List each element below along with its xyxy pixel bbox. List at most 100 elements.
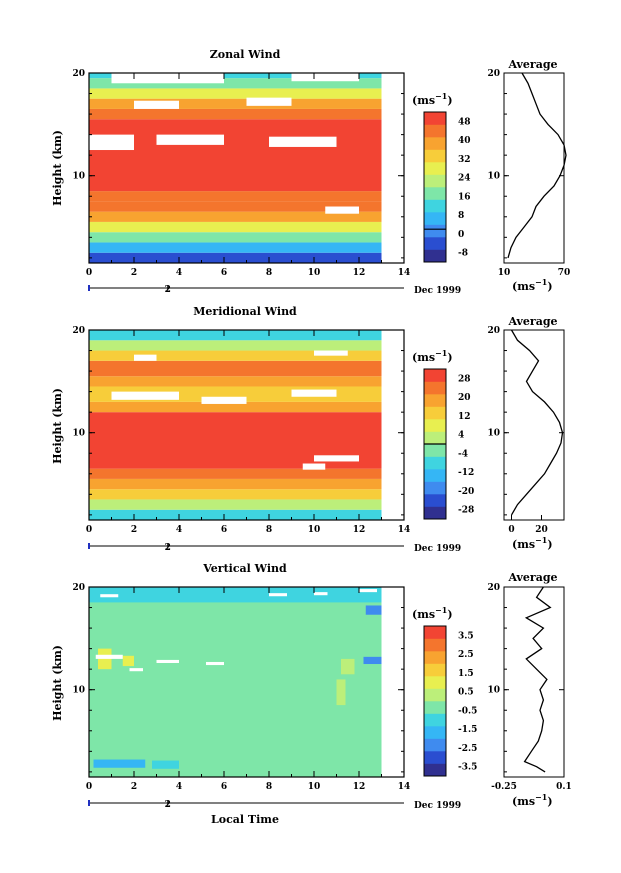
meridional-wind-missing-data	[302, 463, 326, 470]
zonal-wind-colorbar-tick-label: 48	[458, 117, 471, 127]
zonal-wind-missing-data	[89, 134, 134, 151]
vertical-wind-title: Vertical Wind	[202, 562, 287, 575]
zonal-wind-profile: 10 70 10 20	[487, 69, 570, 278]
zonal-wind-x-tick-label: 8	[266, 268, 272, 278]
meridional-wind-profile-x-tick-label: 0	[508, 525, 514, 535]
vertical-wind-missing-data	[100, 594, 119, 598]
zonal-wind-colorbar-segment	[424, 174, 446, 188]
vertical-wind-layer	[89, 587, 382, 777]
meridional-wind-missing-data	[111, 391, 179, 400]
vertical-wind-colorbar-tick-label: -2.5	[458, 744, 477, 754]
meridional-wind-colorbar-segment	[424, 456, 446, 470]
meridional-wind-colorbar-segment	[424, 419, 446, 432]
vertical-wind-patch	[365, 605, 382, 615]
vertical-wind-patch	[363, 656, 382, 665]
vertical-wind-colorbar: 3.5 2.5 1.5 0.5 -0.5 -1.5 -2.5 -3.5	[423, 625, 477, 777]
meridional-wind-colorbar-segment	[424, 469, 446, 482]
zonal-wind-layer	[89, 211, 382, 222]
vertical-wind-profile: -0.25 0.1 10 20	[487, 583, 571, 792]
meridional-wind-x-tick-label: 14	[398, 525, 411, 535]
zonal-wind-x-tick-label: 14	[398, 268, 411, 278]
meridional-wind-colorbar-tick-label: 28	[458, 374, 471, 384]
vertical-wind-profile-line	[523, 586, 552, 773]
vertical-wind-heatmap	[89, 587, 382, 777]
zonal-wind-title: Zonal Wind	[210, 48, 281, 61]
zonal-wind-colorbar: 48 40 32 24 16 8 0 -8	[423, 111, 471, 263]
zonal-wind-colorbar-segment	[424, 237, 446, 250]
zonal-wind-y-tick-label: 10	[72, 172, 85, 182]
meridional-wind-x-tick-label: 8	[266, 525, 272, 535]
vertical-wind-patch	[89, 587, 382, 603]
vertical-wind-colorbar-segment	[424, 688, 446, 702]
meridional-wind-colorbar-tick-label: -28	[458, 506, 474, 516]
vertical-wind-x-label: Local Time	[211, 813, 279, 826]
meridional-wind-x-tick-label: 2	[131, 525, 137, 535]
meridional-wind-profile-y-tick-label: 20	[487, 326, 500, 336]
vertical-wind-patch	[152, 760, 179, 769]
meridional-wind-profile-y-tick-label: 10	[487, 429, 500, 439]
vertical-wind-colorbar-frame	[423, 625, 447, 777]
zonal-wind-date-marker-label: 2	[165, 285, 171, 295]
vertical-wind-y-label: Height (km)	[51, 645, 64, 721]
zonal-wind-profile-x-tick-label: 10	[498, 268, 511, 278]
zonal-wind-colorbar-segment	[424, 149, 446, 163]
zonal-wind-layer	[89, 252, 382, 263]
vertical-wind-missing-data	[156, 659, 179, 663]
zonal-wind-colorbar-segment	[424, 112, 446, 125]
vertical-wind-date-label: Dec 1999	[414, 801, 461, 811]
meridional-wind-colorbar-segment	[424, 431, 446, 445]
vertical-wind-panel: Vertical Wind Height (km) 0 2 4 6 8 10 12 14102…	[51, 562, 572, 826]
meridional-wind-x-tick-label: 0	[86, 525, 92, 535]
zonal-wind-layer	[89, 108, 382, 120]
meridional-wind-colorbar-segment	[424, 381, 446, 395]
vertical-wind-colorbar-segment	[424, 626, 446, 639]
meridional-wind-colorbar: 28 20 12 4 -4 -12 -20 -28	[423, 368, 474, 520]
meridional-wind-y-label: Height (km)	[51, 388, 64, 464]
zonal-wind-layer	[89, 201, 382, 212]
zonal-wind-profile-x-tick-label: 70	[558, 268, 571, 278]
zonal-wind-colorbar-segment	[424, 199, 446, 213]
meridional-wind-colorbar-tick-label: -12	[458, 468, 474, 478]
vertical-wind-colorbar-segment	[424, 676, 446, 689]
meridional-wind-missing-data	[134, 354, 157, 361]
zonal-wind-layer	[89, 191, 382, 202]
vertical-wind-patch	[341, 658, 355, 675]
meridional-wind-layer	[89, 468, 382, 479]
zonal-wind-missing-data	[134, 100, 179, 109]
vertical-wind-x-tick-label: 6	[221, 782, 227, 792]
vertical-wind-colorbar-segment	[424, 751, 446, 764]
zonal-wind-colorbar-tick-label: 16	[458, 192, 471, 202]
meridional-wind-layer	[89, 330, 382, 341]
zonal-wind-layer	[89, 73, 382, 79]
zonal-wind-layer	[89, 98, 382, 109]
zonal-wind-layer	[89, 232, 382, 243]
zonal-wind-colorbar-frame	[423, 111, 447, 263]
meridional-wind-profile-xlabel: (ms−1)	[512, 535, 553, 551]
meridional-wind-missing-data	[201, 396, 247, 404]
meridional-wind-layer	[89, 499, 382, 510]
meridional-wind-y-tick-label: 10	[72, 429, 85, 439]
vertical-wind-colorbar-tick-label: 0.5	[458, 688, 474, 698]
zonal-wind-x-tick-label: 4	[176, 268, 182, 278]
zonal-wind-colorbar-segment	[424, 137, 446, 150]
meridional-wind-colorbar-segment	[424, 406, 446, 420]
zonal-wind-layer	[89, 119, 382, 192]
vertical-wind-colorbar-segment	[424, 663, 446, 677]
vertical-wind-y-tick-label: 20	[72, 583, 85, 593]
vertical-wind-x-tick-label: 12	[353, 782, 366, 792]
meridional-wind-y-tick-label: 20	[72, 326, 85, 336]
meridional-wind-colorbar-segment	[424, 394, 446, 407]
meridional-wind-date-marker-label: 2	[165, 543, 171, 553]
vertical-wind-profile-xlabel: (ms−1)	[512, 792, 553, 808]
meridional-wind-colorbar-unit: (ms−1)	[412, 348, 453, 364]
vertical-wind-x-tick-label: 14	[398, 782, 411, 792]
zonal-wind-profile-title: Average	[507, 58, 557, 71]
vertical-wind-x-tick-label: 4	[176, 782, 182, 792]
zonal-wind-layer	[89, 242, 382, 253]
meridional-wind-profile-x-tick-label: 20	[535, 525, 548, 535]
meridional-wind-missing-data	[291, 389, 337, 397]
meridional-wind-colorbar-segment	[424, 444, 446, 457]
vertical-wind-colorbar-segment	[424, 726, 446, 739]
vertical-wind-profile-x-tick-label: 0.1	[556, 782, 572, 792]
